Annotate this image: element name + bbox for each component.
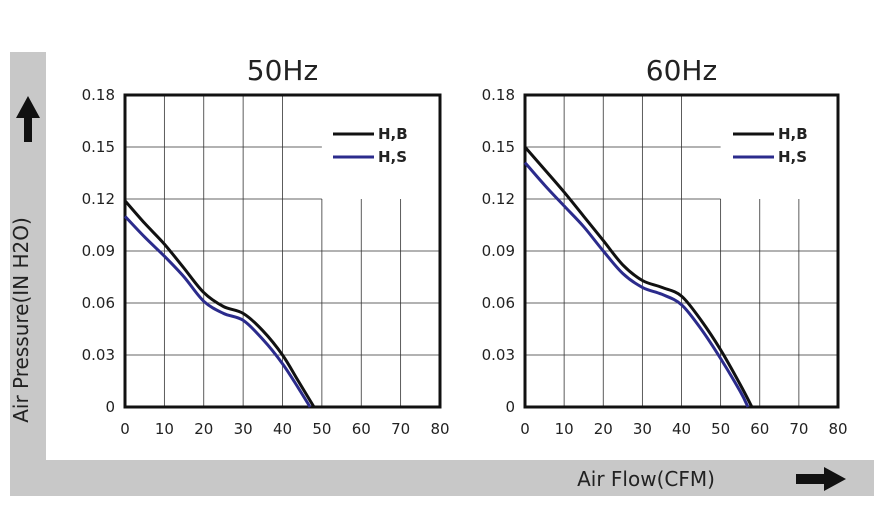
y-tick-label: 0 — [105, 398, 115, 416]
chart-title-50hz: 50Hz — [247, 54, 318, 87]
x-tick-label: 20 — [194, 420, 213, 438]
x-axis-arrow-icon — [796, 467, 846, 491]
legend-label: H,S — [778, 148, 807, 166]
series-line-hs — [123, 215, 312, 408]
x-tick-label: 0 — [120, 420, 130, 438]
x-tick-label: 0 — [520, 420, 530, 438]
x-tick-label: 80 — [828, 420, 847, 438]
y-tick-label: 0.09 — [82, 242, 115, 260]
y-tick-label: 0.18 — [82, 86, 115, 104]
x-tick-label: 40 — [672, 420, 691, 438]
x-tick-label: 60 — [750, 420, 769, 438]
chart-panel-50hz: 50Hz 0 10 20 30 40 50 60 70 80 0 0.03 0.06 0.09 0.12 0.… — [82, 54, 450, 438]
y-tick-label: 0.12 — [482, 190, 515, 208]
y-tick-label: 0.06 — [82, 294, 115, 312]
x-tick-label: 40 — [273, 420, 292, 438]
x-tick-label: 30 — [234, 420, 253, 438]
x-tick-label: 60 — [352, 420, 371, 438]
y-tick-label: 0.03 — [82, 346, 115, 364]
x-tick-label: 50 — [312, 420, 331, 438]
y-tick-label: 0.06 — [482, 294, 515, 312]
chart-panel-60hz: 60Hz 0 10 20 30 40 50 60 70 80 0 0.03 0.06 0.09 0.12 0.… — [482, 54, 848, 438]
legend-label: H,B — [378, 125, 408, 143]
series-line-hs — [523, 161, 750, 408]
legend-label: H,S — [378, 148, 407, 166]
y-tick-label: 0.15 — [482, 138, 515, 156]
x-tick-label: 10 — [555, 420, 574, 438]
x-tick-label: 70 — [391, 420, 410, 438]
y-tick-label: 0.03 — [482, 346, 515, 364]
x-tick-label: 30 — [633, 420, 652, 438]
y-tick-label: 0.12 — [82, 190, 115, 208]
y-axis-label: Air Pressure(IN H2O) — [9, 217, 33, 423]
bottom-band — [10, 460, 874, 496]
x-tick-label: 10 — [155, 420, 174, 438]
series-line-hb — [523, 146, 754, 408]
x-tick-label: 70 — [789, 420, 808, 438]
y-tick-label: 0.18 — [482, 86, 515, 104]
x-tick-label: 50 — [711, 420, 730, 438]
x-tick-label: 20 — [594, 420, 613, 438]
plot-frame — [523, 93, 840, 409]
y-tick-label: 0 — [505, 398, 515, 416]
legend-label: H,B — [778, 125, 808, 143]
y-tick-label: 0.15 — [82, 138, 115, 156]
y-tick-label: 0.09 — [482, 242, 515, 260]
series-line-hb — [123, 199, 316, 408]
x-tick-label: 80 — [430, 420, 449, 438]
plot-frame — [123, 93, 442, 409]
chart-title-60hz: 60Hz — [646, 54, 717, 87]
x-axis-label: Air Flow(CFM) — [577, 467, 715, 491]
y-axis-arrow-icon — [16, 96, 40, 142]
